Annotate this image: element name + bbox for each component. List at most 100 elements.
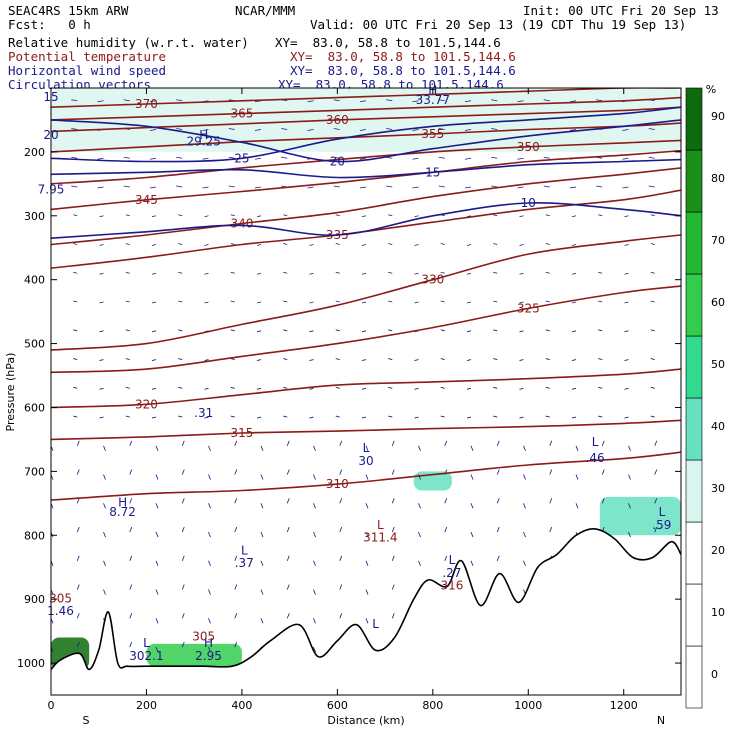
circulation-vector (543, 185, 550, 188)
circulation-vector (228, 156, 235, 159)
circulation-vector (51, 330, 52, 332)
theta-contour-315 (51, 419, 681, 441)
circulation-vector (125, 214, 130, 217)
circulation-vector (391, 584, 395, 590)
circulation-vector (333, 128, 340, 130)
circulation-vector (103, 445, 106, 451)
circulation-vector (388, 271, 393, 274)
y-axis-label: Pressure (hPa) (4, 353, 17, 432)
extremum-label: 2.95 (195, 649, 222, 663)
circulation-vector (73, 329, 78, 332)
circulation-vector (155, 503, 159, 509)
y-tick-label: 300 (24, 210, 45, 223)
circulation-vector (359, 157, 367, 160)
extremum-label: L (143, 636, 150, 650)
extremum-label: L (592, 435, 599, 449)
circulation-vector (230, 329, 235, 332)
circulation-vector (286, 526, 290, 533)
circulation-vector (598, 358, 603, 360)
circulation-vector (491, 99, 498, 102)
y-tick-label: 600 (24, 401, 45, 414)
extremum-label: 29.25 (187, 135, 221, 149)
circulation-vector (178, 214, 183, 217)
axes-layer: 0 200 400 600 800 1000 1200 200 300 400 500 600 700 8… (17, 88, 681, 712)
circulation-vector (129, 584, 133, 590)
circulation-vector (650, 386, 655, 389)
y-tick-label: 400 (24, 274, 45, 287)
colorbar-tick-label: 20 (711, 544, 725, 557)
circulation-vector (418, 531, 421, 538)
colorbar-segment (685, 583, 703, 647)
x-tick-label: 0 (48, 699, 55, 712)
theta-contour-340 (51, 167, 681, 246)
circulation-vector (151, 301, 157, 304)
extremum-label: 311.4 (363, 531, 397, 545)
circulation-vector (151, 359, 157, 361)
circulation-vector (99, 416, 104, 419)
circulation-vector (76, 469, 80, 475)
circulation-vector (438, 99, 445, 102)
colorbar: 0 10 20 30 40 50 60 70 80 90 (685, 87, 725, 709)
circulation-vector (493, 415, 498, 418)
circulation-vector (628, 445, 631, 451)
circulation-vector (256, 244, 262, 246)
extremum-label: H (199, 128, 208, 142)
circulation-vector (256, 301, 262, 304)
circulation-vector (365, 474, 369, 480)
circulation-vector (543, 99, 550, 102)
x-tick-label: 800 (422, 699, 443, 712)
circulation-vector (571, 416, 577, 419)
circulation-vector (76, 584, 80, 590)
circulation-vector (125, 243, 130, 245)
circulation-vector (388, 358, 393, 360)
circulation-vector (466, 330, 472, 333)
circulation-vector (283, 358, 288, 360)
theta-contour-label: 325 (517, 301, 540, 315)
circulation-vector (208, 474, 211, 480)
circulation-vector (601, 498, 605, 504)
theta-contour-label: 310 (326, 477, 349, 491)
circulation-vector (99, 387, 104, 390)
extremum-label: 302.1 (129, 649, 163, 663)
circulation-vector (307, 129, 314, 131)
circulation-vector (650, 214, 655, 217)
circulation-vector (71, 99, 78, 102)
circulation-vector (97, 157, 104, 160)
circulation-vector (256, 359, 262, 361)
circulation-vector (155, 531, 159, 538)
circulation-vector (204, 301, 209, 304)
circulation-vector (260, 618, 264, 624)
circulation-vector (234, 526, 238, 533)
y-tick-label: 1000 (17, 657, 45, 670)
field-wind-name: Horizontal wind speed (8, 63, 167, 78)
circulation-vector (575, 474, 579, 480)
circulation-vector (545, 358, 550, 360)
circulation-vector (493, 358, 498, 360)
circulation-vector (438, 185, 445, 188)
circulation-vector (181, 641, 185, 648)
circulation-vector (234, 613, 238, 619)
theta-contour-label: 315 (230, 426, 253, 440)
circulation-vector (624, 330, 629, 333)
circulation-vector (391, 613, 395, 619)
y-tick-label: 800 (24, 529, 45, 542)
circulation-vector (575, 503, 579, 509)
colorbar-segment (685, 397, 703, 461)
circulation-vector (414, 215, 419, 218)
circulation-vector (51, 359, 52, 360)
circulation-vector (388, 214, 393, 217)
circulation-vector (129, 555, 133, 561)
circulation-vector (313, 503, 316, 509)
circulation-vector (151, 416, 157, 419)
circulation-vector (386, 128, 393, 130)
extremum-label: .31 (194, 406, 213, 420)
circulation-vector (129, 613, 133, 619)
circulation-vector (230, 243, 235, 245)
circulation-vector (103, 589, 106, 595)
circulation-vector (470, 531, 474, 538)
circulation-vector (519, 387, 524, 390)
circulation-vector (365, 618, 369, 624)
circulation-vector (73, 358, 78, 360)
circulation-vector (178, 271, 183, 274)
circulation-vector (256, 387, 262, 390)
